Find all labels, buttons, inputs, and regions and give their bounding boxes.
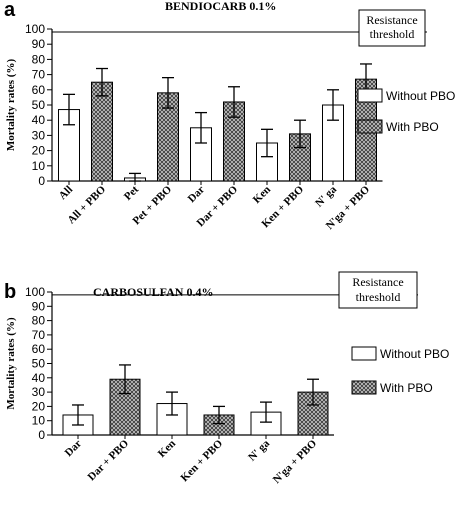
- y-tick-label: 40: [32, 113, 46, 127]
- x-tick-label: Dar: [63, 438, 85, 460]
- y-tick-label: 100: [25, 22, 45, 36]
- legend-label: Without PBO: [386, 89, 455, 103]
- threshold-label: Resistance: [352, 275, 403, 289]
- y-tick-label: 0: [38, 428, 45, 442]
- panel-a: a BENDIOCARB 0.1% Mortality rates (%) Resis…: [4, 0, 455, 232]
- threshold-box: [358, 9, 426, 47]
- y-axis-label: Mortality rates (%): [5, 317, 17, 410]
- y-tick-label: 0: [38, 174, 45, 188]
- threshold-label: threshold: [370, 27, 415, 41]
- x-tick-label: Ken: [156, 438, 178, 460]
- chart-title: CARBOSULFAN 0.4%: [93, 285, 213, 299]
- x-tick-label: N'ga + PBO: [271, 437, 320, 486]
- legend-swatch: [351, 380, 377, 395]
- y-tick-label: 100: [25, 285, 45, 299]
- panel-letter: b: [4, 281, 16, 303]
- y-tick-label: 80: [32, 314, 46, 328]
- y-tick-label: 50: [32, 357, 46, 371]
- x-tick-label: Dar: [186, 184, 208, 206]
- y-tick-label: 20: [32, 399, 46, 413]
- y-tick-label: 20: [32, 144, 46, 158]
- y-tick-label: 80: [32, 52, 46, 66]
- x-tick-label: Ken + PBO: [178, 437, 225, 484]
- chart-title: BENDIOCARB 0.1%: [165, 0, 276, 13]
- legend-label: Without PBO: [380, 347, 449, 361]
- x-tick-label: All: [57, 184, 75, 202]
- panel-b: b CARBOSULFAN 0.4% Mortality rates (%) Resi…: [4, 271, 449, 486]
- y-tick-label: 90: [32, 37, 46, 51]
- y-tick-label: 50: [32, 98, 46, 112]
- y-tick-label: 10: [32, 414, 46, 428]
- x-tick-label: Dar + PBO: [86, 437, 132, 483]
- x-tick-label: Pet: [122, 183, 142, 203]
- x-tick-label: N' ga: [246, 437, 272, 463]
- legend-swatch: [357, 119, 383, 134]
- y-tick-label: 70: [32, 328, 46, 342]
- panel-letter: a: [4, 0, 16, 21]
- y-tick-label: 30: [32, 128, 46, 142]
- bar: [91, 81, 113, 182]
- x-tick-label: Ken: [251, 184, 273, 206]
- y-tick-label: 30: [32, 385, 46, 399]
- y-tick-label: 70: [32, 68, 46, 82]
- threshold-box: [338, 271, 418, 309]
- y-tick-label: 40: [32, 371, 46, 385]
- y-tick-label: 60: [32, 83, 46, 97]
- threshold-label: Resistance: [366, 13, 417, 27]
- y-tick-label: 10: [32, 159, 46, 173]
- threshold-label: threshold: [356, 290, 401, 304]
- y-axis-label: Mortality rates (%): [5, 59, 17, 152]
- y-tick-label: 90: [32, 299, 46, 313]
- y-tick-label: 60: [32, 342, 46, 356]
- x-tick-label: N' ga: [313, 183, 339, 209]
- legend-swatch: [357, 88, 383, 103]
- legend-swatch: [351, 346, 377, 361]
- legend-label: With PBO: [386, 120, 439, 134]
- legend-label: With PBO: [380, 381, 433, 395]
